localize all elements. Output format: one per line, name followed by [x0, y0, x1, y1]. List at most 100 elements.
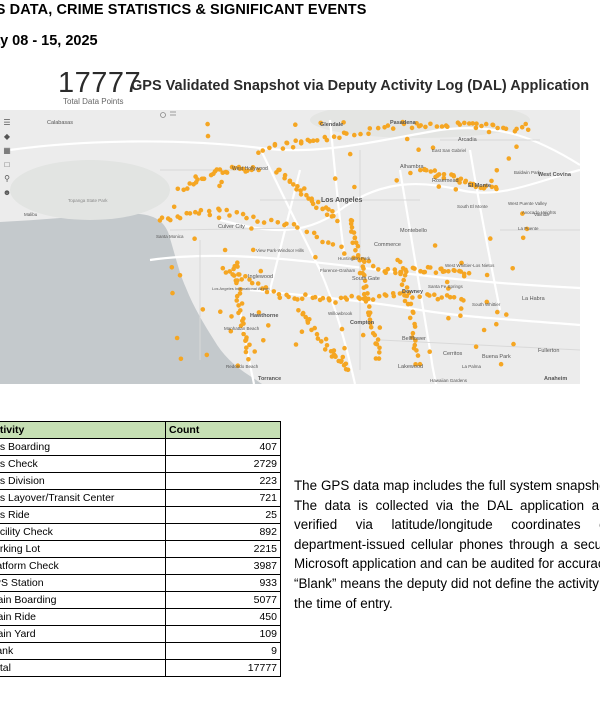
gps-data-point — [494, 168, 500, 173]
count-column-header: Count — [165, 421, 281, 439]
gps-data-point — [402, 298, 408, 304]
gps-data-point — [339, 326, 345, 332]
gps-data-point — [474, 121, 479, 126]
gps-map[interactable]: Calabasas Glendale Pasadena Arcadia East… — [0, 110, 580, 384]
gps-data-point — [311, 230, 317, 236]
report-title: PS DATA, CRIME STATISTICS & SIGNIFICANT … — [0, 2, 367, 18]
gps-data-point — [300, 311, 306, 317]
gps-data-point — [442, 269, 447, 274]
gps-data-point — [339, 244, 344, 250]
gps-data-point — [435, 173, 440, 178]
gps-data-point — [290, 145, 296, 150]
activity-cell: us Layover/Transit Center — [0, 489, 166, 507]
gps-data-point — [295, 297, 300, 302]
gps-data-point — [370, 297, 376, 302]
gps-data-point — [298, 188, 303, 193]
legend-icon[interactable]: ▦ — [3, 146, 11, 155]
gps-data-point — [315, 199, 321, 205]
count-cell: 2215 — [165, 540, 281, 558]
gps-data-point — [234, 210, 240, 215]
map-tools: ☰ ◆ ▦ □ ⚲ ☻ — [2, 118, 14, 198]
gps-data-point — [401, 121, 407, 127]
gps-data-point — [322, 134, 328, 140]
gps-data-point — [367, 304, 372, 309]
gps-data-point — [401, 289, 406, 295]
gps-data-point — [422, 269, 428, 275]
table-row: otal17777 — [0, 659, 281, 677]
gps-data-point — [374, 341, 380, 347]
gps-data-point — [413, 338, 418, 343]
gps-data-point — [275, 220, 281, 225]
select-icon[interactable]: □ — [4, 160, 10, 169]
table-header-row: ctivity Count — [0, 421, 281, 439]
gps-data-point — [309, 198, 315, 204]
map-label-avocado-heights: Avocado Heights — [522, 210, 557, 215]
report-date-range: ay 08 - 15, 2025 — [0, 33, 98, 49]
gps-data-point — [171, 204, 177, 210]
total-data-points-label: Total Data Points — [63, 97, 124, 106]
gps-data-point — [385, 266, 391, 272]
gps-data-point — [352, 235, 358, 240]
layers-icon[interactable]: ◆ — [3, 132, 11, 141]
gps-data-point — [312, 294, 318, 300]
map-label-inglewood: Inglewood — [248, 274, 273, 280]
gps-data-point — [249, 226, 254, 231]
gps-data-point — [383, 270, 389, 275]
gps-data-point — [249, 280, 255, 286]
map-label-anaheim: Anaheim — [544, 376, 567, 382]
gps-data-point — [376, 293, 382, 299]
gps-data-point — [458, 269, 464, 274]
gps-data-point — [451, 295, 457, 300]
gps-data-point — [404, 269, 409, 275]
gps-data-point — [246, 357, 251, 362]
gps-data-point — [364, 284, 369, 289]
gps-data-point — [366, 312, 372, 318]
map-label-compton: Compton — [350, 320, 375, 326]
person-icon[interactable]: ☻ — [2, 188, 12, 197]
gps-data-point — [377, 345, 382, 351]
gps-data-point — [314, 205, 319, 211]
gps-data-point — [185, 186, 190, 191]
map-label-torrance: Torrance — [258, 376, 281, 382]
gps-data-point — [229, 314, 234, 319]
gps-data-point — [196, 211, 202, 216]
gps-data-point — [243, 274, 248, 279]
gps-data-point — [239, 277, 244, 282]
gps-data-point — [347, 151, 353, 157]
gps-data-point — [488, 236, 493, 241]
gps-data-point — [303, 314, 309, 320]
gps-data-point — [418, 167, 423, 173]
gps-data-point — [404, 293, 410, 299]
gps-data-point — [235, 260, 240, 265]
gps-data-point — [218, 309, 223, 314]
gps-data-point — [313, 254, 318, 260]
map-label-lax: Los Angeles International Airport — [212, 286, 270, 291]
activity-cell: lank — [0, 642, 166, 660]
gps-data-point — [368, 321, 373, 326]
gps-data-point — [461, 273, 467, 279]
gps-data-point — [441, 175, 447, 181]
gps-data-point — [430, 145, 436, 150]
gps-data-point — [343, 367, 349, 372]
gps-data-point — [280, 146, 286, 151]
ocean — [0, 213, 262, 384]
gps-data-point — [473, 125, 479, 131]
gps-data-point — [168, 217, 173, 223]
search-icon[interactable]: ⚲ — [4, 174, 10, 183]
gps-data-point — [483, 121, 489, 127]
list-icon[interactable]: ☰ — [3, 118, 11, 127]
gps-data-point — [458, 306, 464, 311]
gps-data-point — [367, 317, 373, 322]
gps-data-point — [481, 327, 487, 333]
gps-data-point — [205, 121, 210, 127]
gps-data-point — [240, 211, 246, 217]
gps-data-point — [207, 212, 213, 218]
gps-data-point — [432, 243, 438, 248]
gps-data-point — [330, 209, 335, 214]
gps-data-point — [510, 266, 515, 271]
gps-data-point — [269, 217, 274, 223]
gps-data-point — [383, 293, 389, 298]
gps-data-point — [256, 310, 262, 315]
